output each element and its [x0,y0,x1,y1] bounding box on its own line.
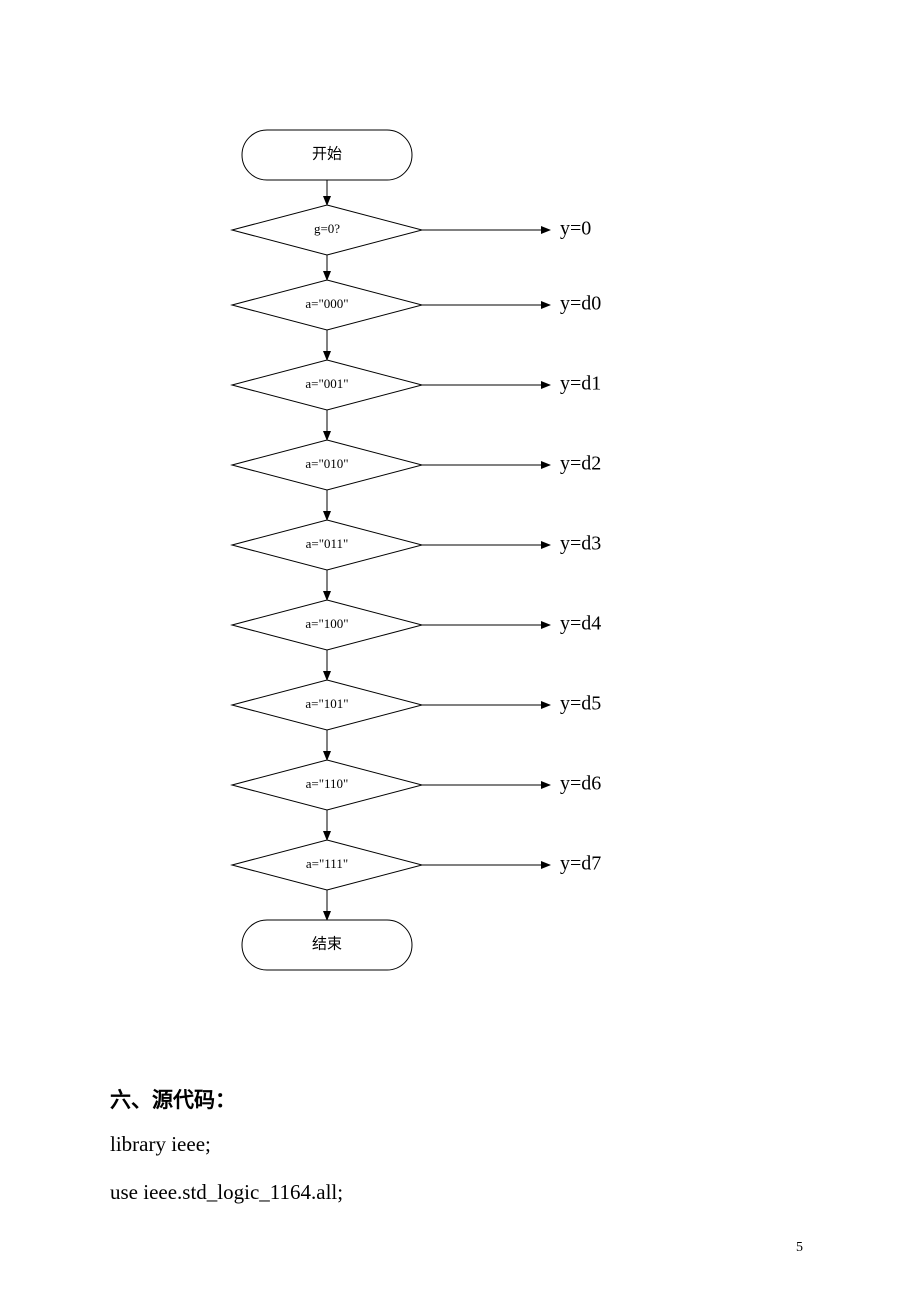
flow-output-7: y=d6 [560,773,601,795]
flow-decision-0-label: g=0? [314,221,340,236]
flow-decision-2-label: a="001" [305,376,348,391]
flow-decision-4-label: a="011" [306,536,349,551]
page-root: 开始 g=0? y=0 a="000" y=d0 a="001" y=d1 a="010" y=… [0,0,920,1302]
page-number: 5 [796,1240,803,1256]
flow-output-0: y=0 [560,218,591,240]
flow-decision-5-label: a="100" [305,616,348,631]
flow-start-label: 开始 [312,145,342,162]
code-line: use ieee.std_logic_1164.all; [110,1180,343,1205]
flow-decision-7-label: a="110" [306,776,349,791]
flow-output-5: y=d4 [560,613,601,635]
flow-output-1: y=d0 [560,293,601,315]
code-line: library ieee; [110,1132,211,1157]
flow-decision-8-label: a="111" [306,856,348,871]
flow-end-label: 结束 [312,935,342,952]
flow-output-3: y=d2 [560,453,601,475]
flow-output-8: y=d7 [560,853,601,875]
flow-output-2: y=d1 [560,373,601,395]
flow-decision-1-label: a="000" [305,296,348,311]
section-heading: 六、源代码： [110,1084,236,1114]
flow-output-6: y=d5 [560,693,601,715]
flow-output-4: y=d3 [560,533,601,555]
flow-decision-3-label: a="010" [305,456,348,471]
flow-decision-6-label: a="101" [305,696,348,711]
